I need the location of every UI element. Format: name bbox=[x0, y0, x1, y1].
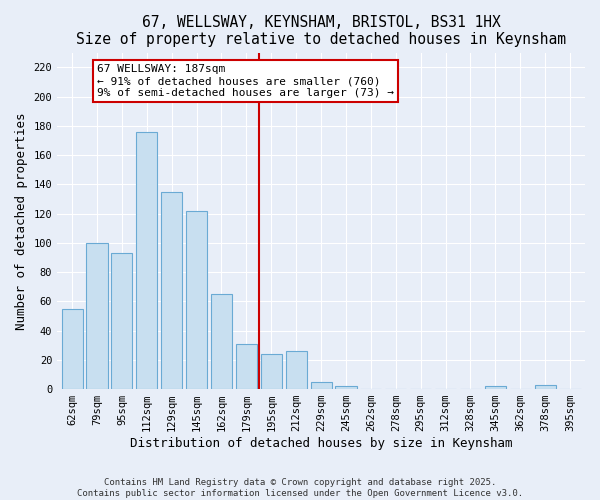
Bar bbox=[211, 294, 232, 389]
Bar bbox=[86, 243, 107, 389]
Bar bbox=[236, 344, 257, 389]
Text: 67 WELLSWAY: 187sqm
← 91% of detached houses are smaller (760)
9% of semi-detach: 67 WELLSWAY: 187sqm ← 91% of detached ho… bbox=[97, 64, 394, 98]
Title: 67, WELLSWAY, KEYNSHAM, BRISTOL, BS31 1HX
Size of property relative to detached : 67, WELLSWAY, KEYNSHAM, BRISTOL, BS31 1H… bbox=[76, 15, 566, 48]
Bar bbox=[62, 308, 83, 389]
Y-axis label: Number of detached properties: Number of detached properties bbox=[15, 112, 28, 330]
Bar bbox=[136, 132, 157, 389]
Bar bbox=[161, 192, 182, 389]
Bar bbox=[286, 351, 307, 389]
X-axis label: Distribution of detached houses by size in Keynsham: Distribution of detached houses by size … bbox=[130, 437, 512, 450]
Bar bbox=[186, 210, 207, 389]
Bar bbox=[112, 253, 133, 389]
Bar bbox=[311, 382, 332, 389]
Bar bbox=[535, 384, 556, 389]
Bar bbox=[485, 386, 506, 389]
Bar bbox=[261, 354, 282, 389]
Bar bbox=[335, 386, 356, 389]
Text: Contains HM Land Registry data © Crown copyright and database right 2025.
Contai: Contains HM Land Registry data © Crown c… bbox=[77, 478, 523, 498]
